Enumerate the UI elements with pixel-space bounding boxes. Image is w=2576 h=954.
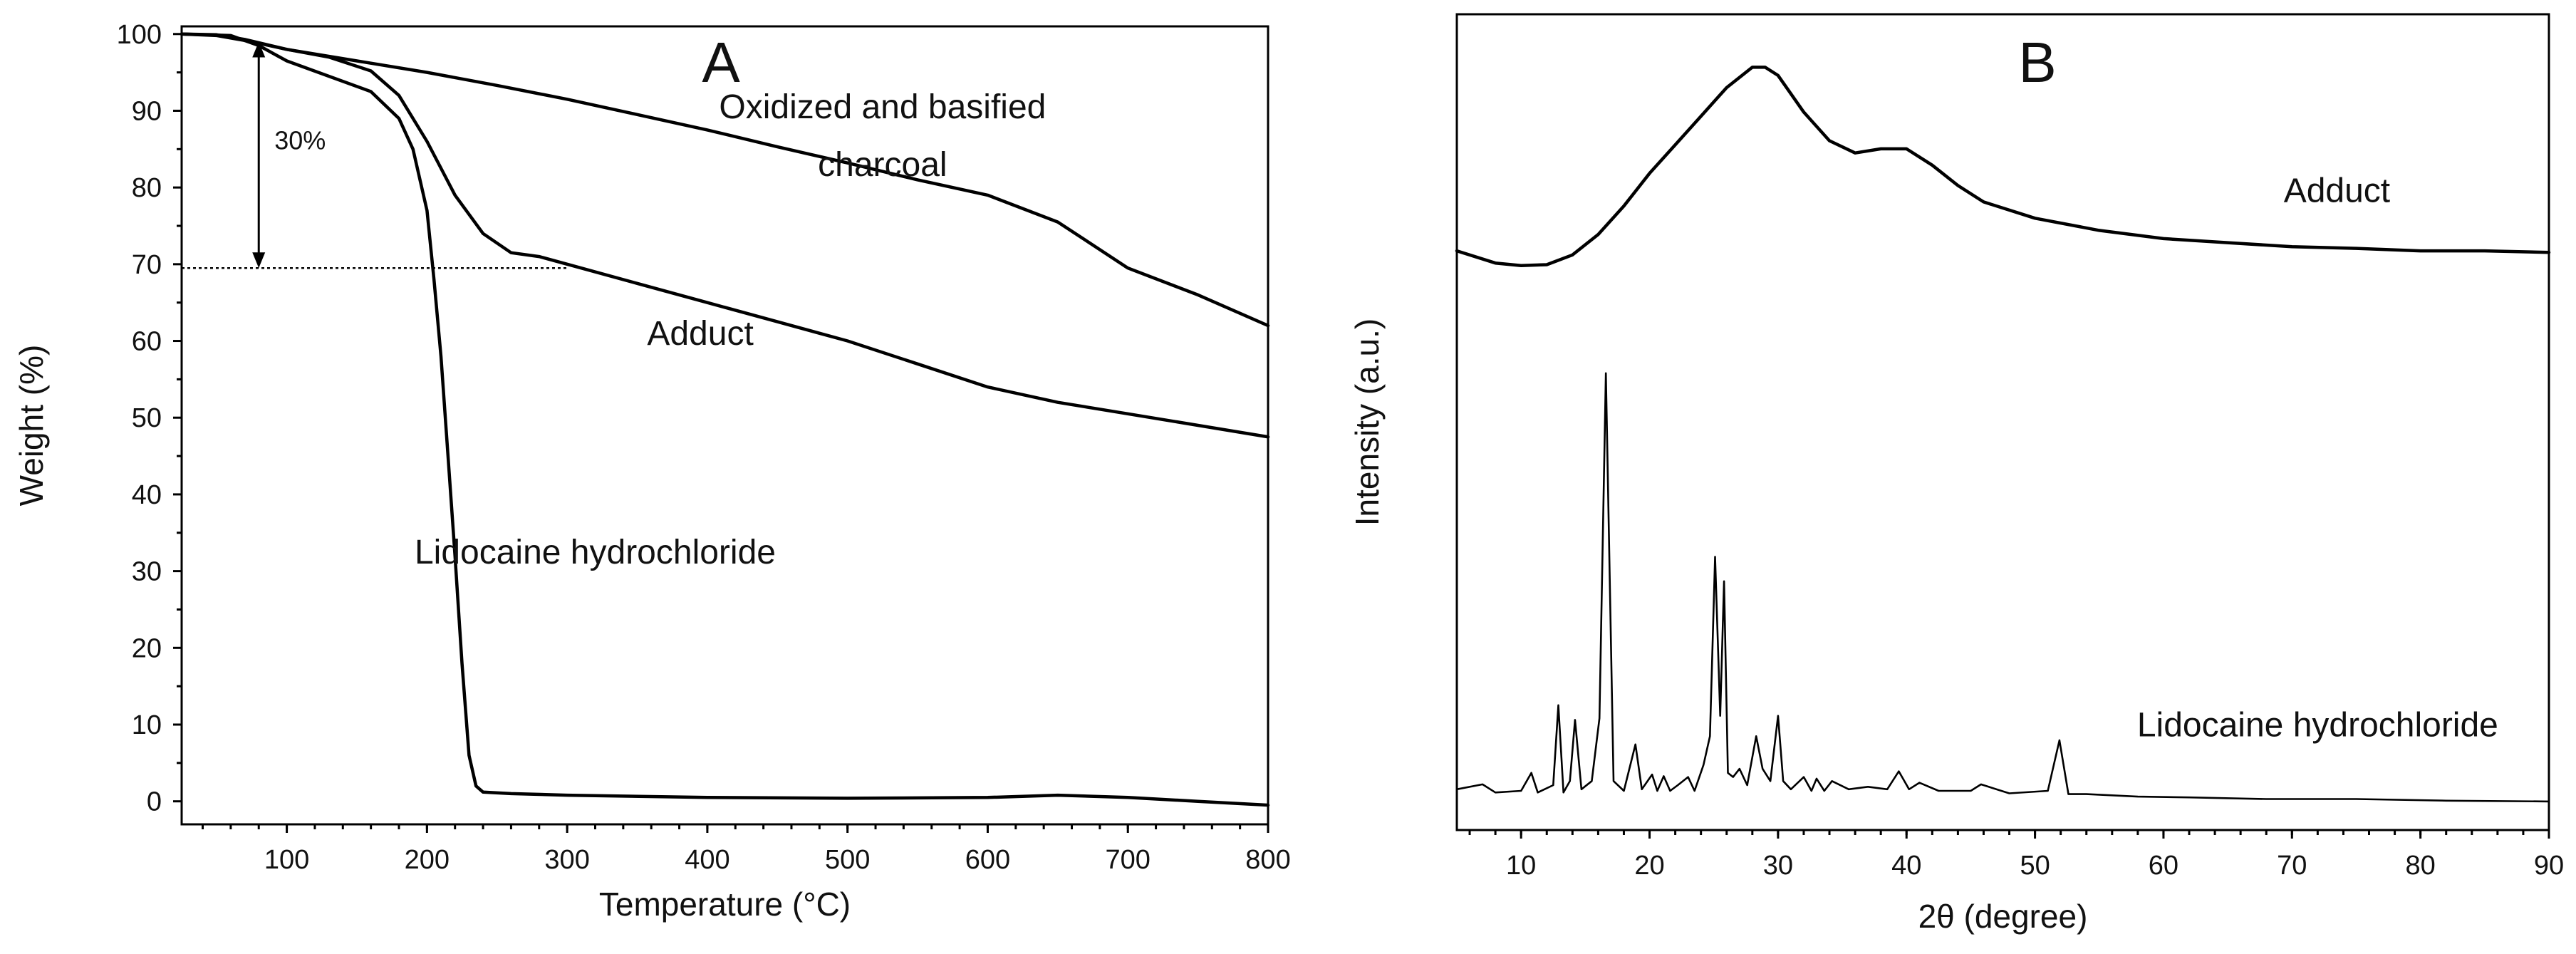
y-tick-label: 40 <box>132 480 162 510</box>
series-line-adduct <box>180 32 1270 439</box>
x-tick-label: 60 <box>2149 851 2178 881</box>
y-tick-label: 0 <box>147 787 162 817</box>
series-line-lidocaine-hydrochloride <box>180 32 1270 807</box>
x-axis-title: Temperature (°C) <box>599 886 851 923</box>
annotation-lidocaine-hydrochloride: Lidocaine hydrochloride <box>2137 706 2498 744</box>
arrow-head-up <box>252 41 266 58</box>
arrow-head-down <box>252 252 266 269</box>
y-tick-label: 30 <box>132 557 162 587</box>
y-tick-label: 80 <box>132 173 162 203</box>
x-tick-label: 70 <box>2277 851 2307 881</box>
x-tick-label: 300 <box>544 845 589 875</box>
y-tick-label: 70 <box>132 250 162 280</box>
y-tick-label: 50 <box>132 403 162 433</box>
y-tick-label: 20 <box>132 633 162 663</box>
x-tick-label: 30 <box>1763 851 1793 881</box>
plot-frame <box>1455 13 2550 831</box>
annotation-charcoal: charcoal <box>818 146 947 184</box>
x-tick-label: 500 <box>825 845 870 875</box>
x-tick-label: 800 <box>1245 845 1290 875</box>
panel-a-tga-chart: 100 200 300 400 500 600 700 800 0 10 20 30 40 50 60 70 8… <box>13 20 1291 923</box>
y-tick-label: 10 <box>132 710 162 740</box>
annotation-adduct: Adduct <box>2284 172 2390 209</box>
x-tick-label: 10 <box>1506 851 1536 881</box>
panel-b-xrd-chart: 10 20 30 40 50 60 70 80 90 2θ (degree) Intensity (… <box>1349 13 2564 935</box>
x-tick-label: 600 <box>965 845 1010 875</box>
series-line-adduct <box>1455 66 2551 267</box>
annotation-adduct: Adduct <box>647 315 753 353</box>
x-tick-label: 400 <box>685 845 729 875</box>
y-axis-title: Weight (%) <box>13 345 50 507</box>
y-axis-title: Intensity (a.u.) <box>1349 318 1386 526</box>
annotation-lidocaine-hydrochloride: Lidocaine hydrochloride <box>415 534 776 571</box>
x-tick-label: 200 <box>405 845 450 875</box>
y-tick-label: 100 <box>117 20 162 50</box>
y-tick-label: 60 <box>132 327 162 357</box>
annotation-30: 30% <box>274 125 326 155</box>
panel-label: A <box>702 31 740 94</box>
x-tick-label: 40 <box>1891 851 1921 881</box>
annotation-oxidized-and-basified: Oxidized and basified <box>719 88 1046 126</box>
x-tick-label: 50 <box>2020 851 2050 881</box>
plot-frame <box>180 25 1269 826</box>
x-tick-label: 20 <box>1634 851 1664 881</box>
series-line-lidocaine-hydrochloride <box>1455 372 2550 803</box>
x-tick-label: 100 <box>264 845 309 875</box>
x-tick-label: 80 <box>2406 851 2436 881</box>
x-tick-label: 700 <box>1106 845 1151 875</box>
x-tick-label: 90 <box>2534 851 2564 881</box>
panel-label: B <box>2018 31 2056 94</box>
y-tick-label: 90 <box>132 96 162 126</box>
x-axis-title: 2θ (degree) <box>1918 898 2088 935</box>
